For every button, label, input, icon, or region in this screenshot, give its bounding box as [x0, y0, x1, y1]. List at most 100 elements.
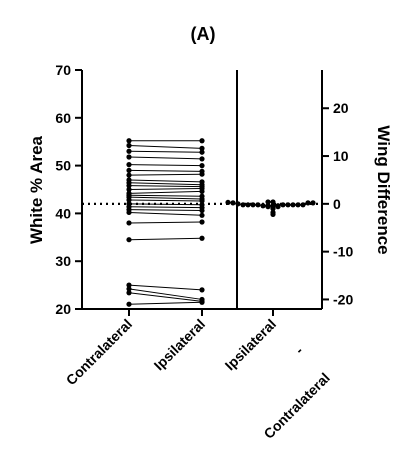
contralateral-point [126, 162, 132, 168]
ipsilateral-point [199, 188, 205, 195]
pair-line [128, 194, 203, 197]
difference-points [225, 199, 316, 217]
ipsilateral-point [199, 149, 205, 155]
x-category-labels: Contralateral Ipsilateral Ipsilateral -Cont… [63, 316, 333, 442]
pair-line [128, 190, 203, 194]
right-tick-label: 0 [333, 196, 341, 212]
ipsilateral-point [199, 207, 205, 214]
x-category-label: Ipsilateral - Contralateral [207, 316, 333, 442]
difference-point [285, 202, 291, 208]
pair-line [128, 185, 203, 188]
difference-point [235, 201, 241, 207]
right-tick-label: -10 [333, 244, 353, 260]
difference-point [295, 202, 301, 208]
right-y-axis-label: Wing Difference [374, 125, 393, 254]
pair-line [128, 199, 203, 202]
left-tick-label: 60 [55, 110, 71, 126]
pair-line [128, 301, 203, 305]
difference-point [270, 199, 276, 205]
data-points [126, 138, 205, 307]
left-y-axis: 20 30 40 50 60 70 [55, 62, 82, 317]
ipsilateral-point [199, 163, 205, 169]
pair-line [128, 209, 203, 212]
left-tick-label: 70 [55, 62, 71, 78]
contralateral-point [126, 237, 132, 243]
contralateral-point [126, 286, 132, 292]
x-category-label-line: Contralateral [260, 370, 332, 442]
ipsilateral-point [199, 287, 205, 293]
contralateral-point [126, 301, 132, 307]
contralateral-point [126, 172, 132, 178]
difference-point [310, 200, 316, 206]
ipsilateral-point [199, 212, 205, 218]
contralateral-point [126, 183, 132, 189]
difference-point [265, 199, 271, 205]
difference-point [280, 202, 286, 208]
difference-point [305, 200, 311, 206]
pair-line [128, 188, 203, 190]
x-category-label-line: Ipsilateral [151, 316, 209, 374]
x-category-label: Ipsilateral [151, 316, 209, 374]
difference-point [270, 209, 276, 216]
right-tick-label: -20 [333, 291, 353, 307]
contralateral-point [126, 167, 132, 173]
paired-lines [128, 140, 203, 305]
difference-point [225, 199, 231, 206]
left-tick-label: 50 [55, 158, 71, 174]
ipsilateral-point [199, 198, 205, 204]
contralateral-point [126, 209, 132, 216]
right-tick-label: 10 [333, 148, 349, 164]
difference-point [270, 203, 276, 209]
left-tick-label: 30 [55, 253, 71, 269]
contralateral-point [126, 220, 132, 226]
contralateral-point [126, 197, 132, 203]
pair-line [128, 156, 203, 160]
pair-line [128, 145, 203, 149]
ipsilateral-point [199, 138, 205, 144]
difference-point [245, 202, 251, 208]
ipsilateral-point [199, 299, 205, 305]
pair-line [128, 292, 203, 302]
difference-point [230, 200, 236, 206]
pair-line [128, 164, 203, 167]
right-tick-label: 20 [333, 100, 349, 116]
pair-line [128, 284, 203, 291]
pair-line [128, 182, 203, 186]
left-y-axis-label: White % Area [27, 135, 46, 244]
contralateral-point [126, 138, 132, 144]
x-category-label-line: Ipsilateral [222, 316, 280, 374]
difference-point [275, 203, 281, 209]
right-y-axis: -20 -10 0 10 20 [322, 100, 353, 307]
difference-point [300, 202, 306, 208]
pair-line [128, 203, 203, 206]
pair-line [128, 206, 203, 209]
pair-line [128, 179, 203, 183]
pair-line [128, 211, 203, 216]
ipsilateral-point [199, 171, 205, 177]
ipsilateral-point [199, 219, 205, 225]
contralateral-point [126, 142, 132, 149]
pair-line [128, 169, 203, 172]
pair-line [128, 150, 203, 153]
pair-line [128, 237, 203, 241]
difference-point [255, 202, 261, 208]
x-category-label-line: - [291, 342, 306, 357]
pair-line [128, 196, 203, 200]
pair-line [128, 173, 203, 176]
pair-line [128, 221, 203, 224]
contralateral-point [126, 186, 132, 193]
difference-point [290, 202, 296, 208]
difference-point [250, 202, 256, 208]
difference-point [260, 203, 266, 209]
x-category-label: Contralateral [63, 316, 135, 388]
contralateral-point [126, 154, 132, 160]
ipsilateral-point [199, 235, 205, 241]
difference-point [265, 203, 271, 209]
contralateral-point [126, 148, 132, 154]
x-category-label-line: Contralateral [63, 316, 135, 388]
ipsilateral-point [199, 156, 205, 162]
pair-line [128, 288, 203, 300]
chart-title: (A) [191, 24, 216, 44]
contralateral-point [126, 290, 132, 296]
